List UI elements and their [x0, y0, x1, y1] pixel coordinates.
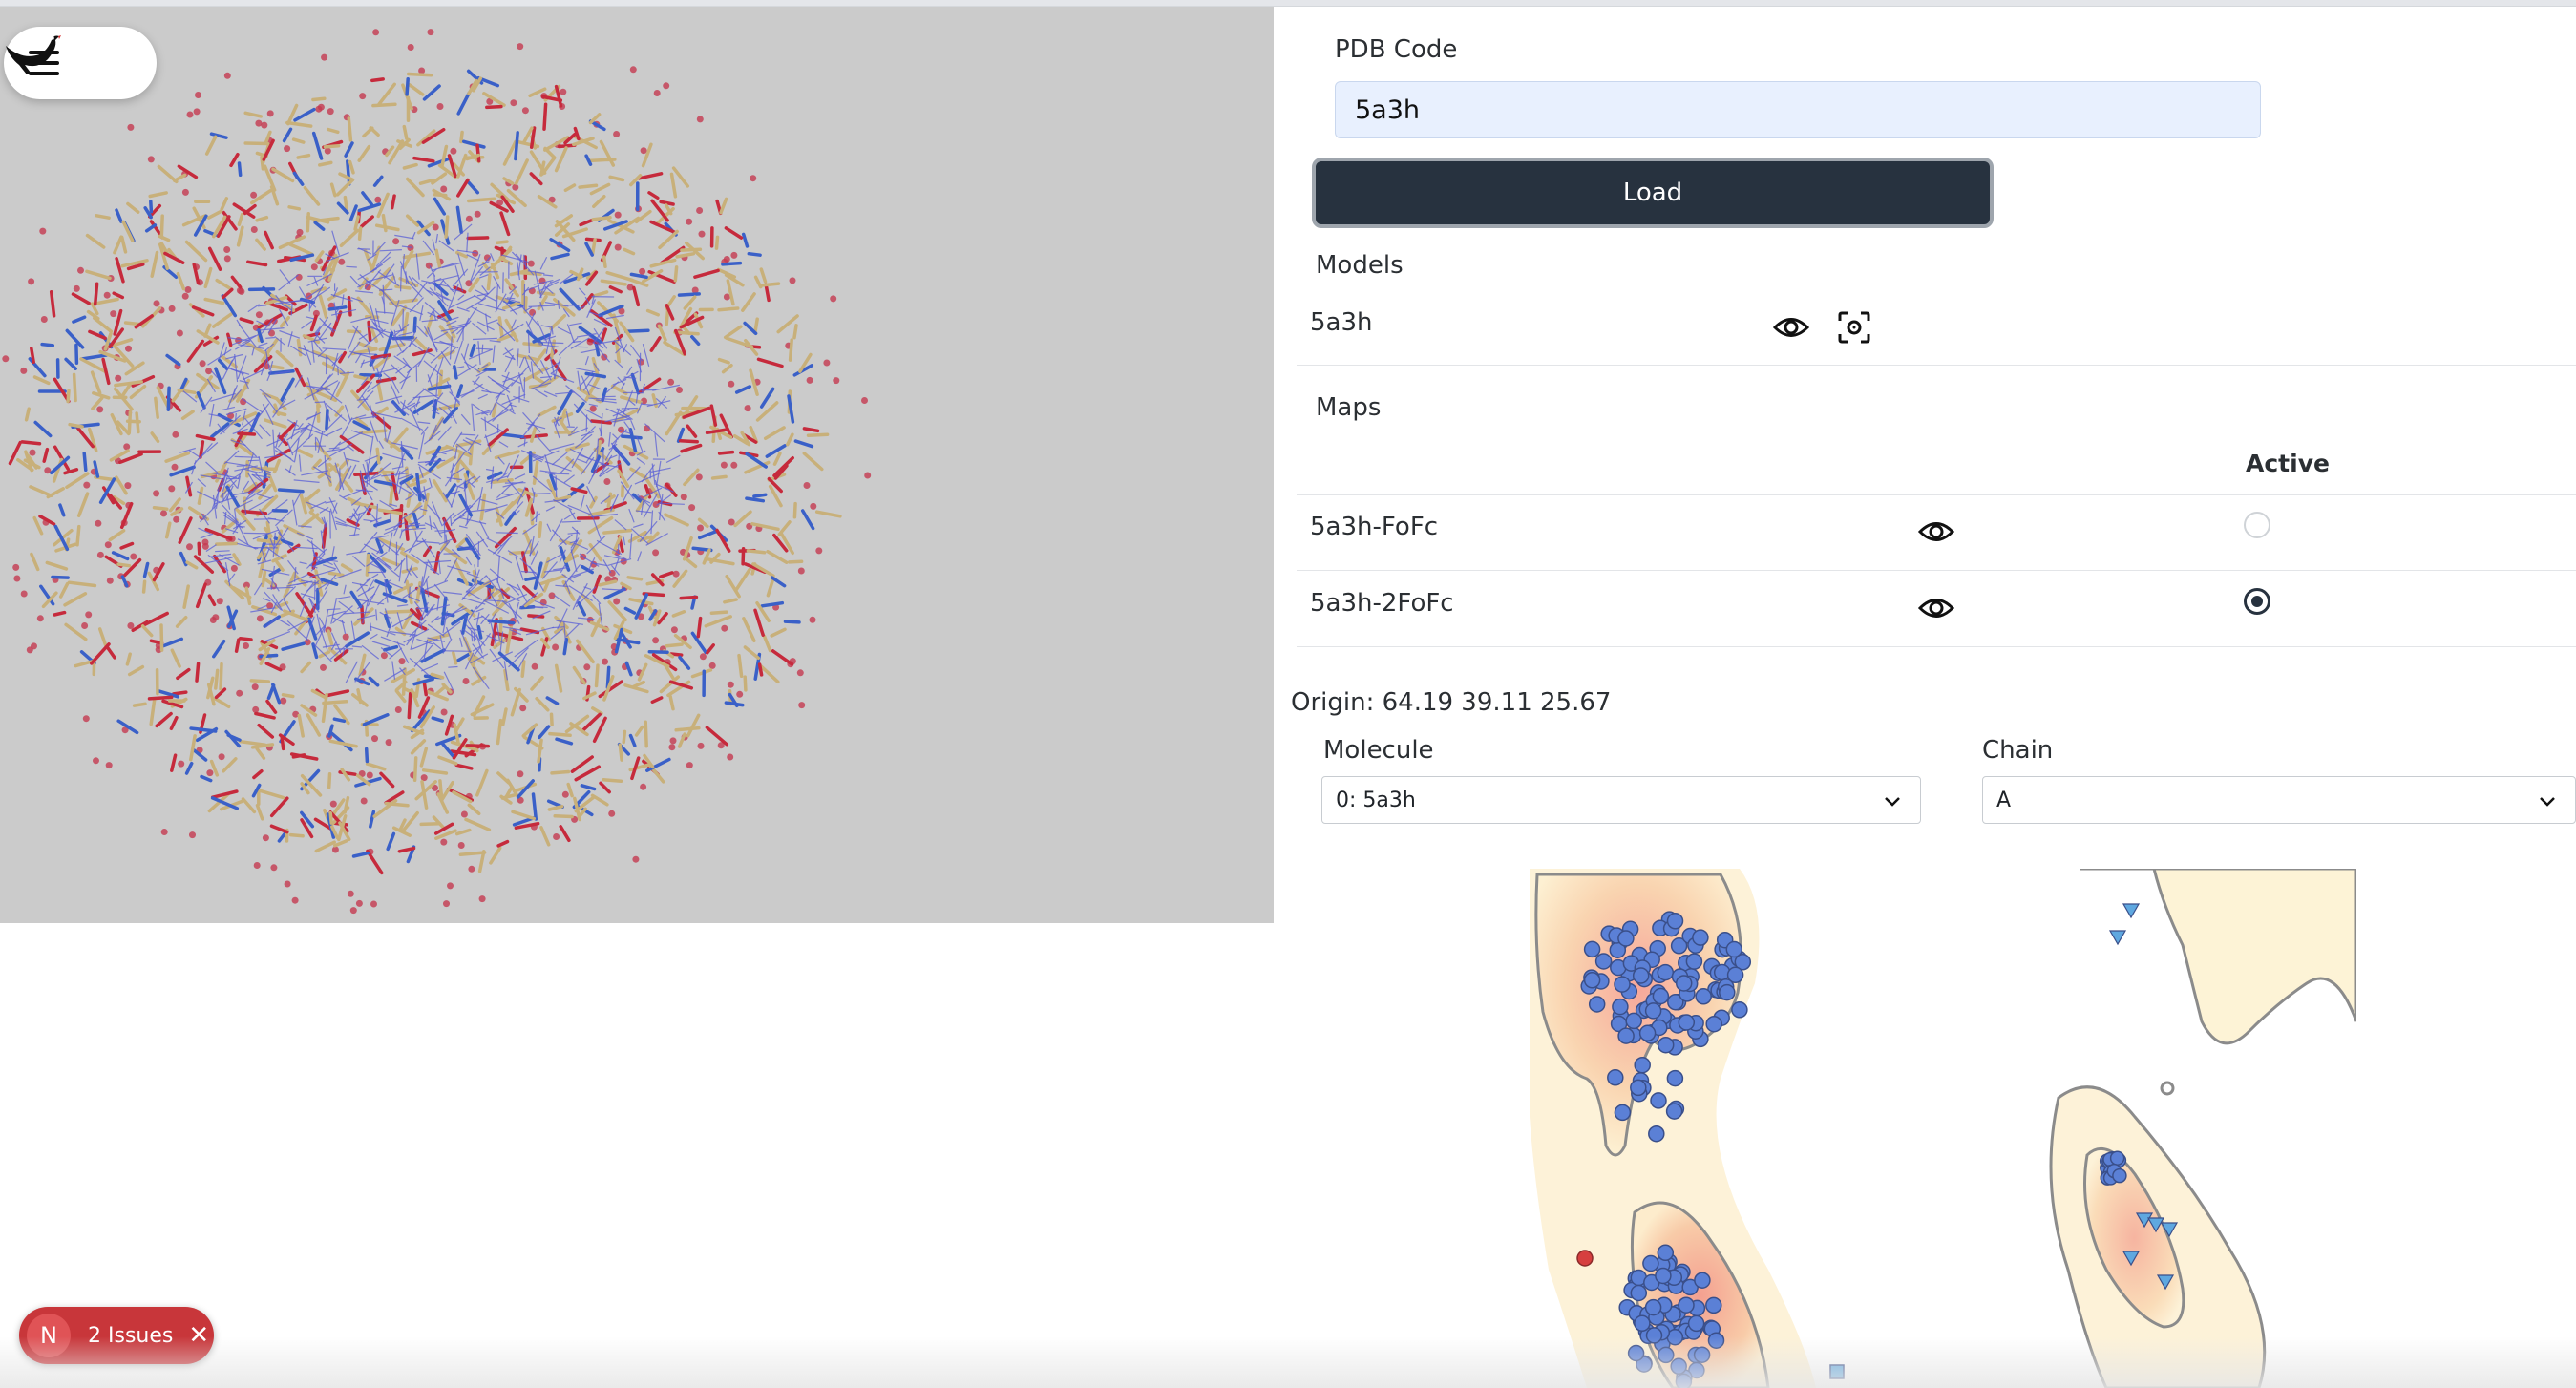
chevron-down-icon	[1885, 797, 1900, 807]
maps-heading: Maps	[1316, 393, 1382, 422]
divider	[1297, 570, 2576, 571]
ramachandran-plot-glycine[interactable]	[2001, 869, 2356, 1388]
divider	[1297, 494, 2576, 495]
divider	[1297, 365, 2576, 366]
app-menu-pill[interactable]	[4, 27, 157, 99]
molecule-select-value: 0: 5a3h	[1336, 788, 1416, 812]
origin-readout: Origin: 64.19 39.11 25.67	[1291, 688, 1612, 717]
load-button[interactable]: Load	[1312, 158, 1994, 228]
chain-label: Chain	[1982, 736, 2054, 765]
model-visibility-toggle[interactable]	[1770, 306, 1812, 348]
model-name: 5a3h	[1310, 308, 1373, 337]
molecule-viewer-canvas[interactable]	[0, 7, 1274, 923]
structure-render	[2, 29, 872, 915]
map-name: 5a3h-FoFc	[1310, 513, 1439, 541]
control-panel: PDB Code Load Models 5a3h Maps Active 5a…	[1274, 7, 2576, 1388]
pdb-code-input[interactable]	[1335, 81, 2261, 138]
close-icon[interactable]: ✕	[188, 1321, 210, 1350]
divider	[1297, 646, 2576, 647]
map-name: 5a3h-2FoFc	[1310, 589, 1454, 618]
model-center-button[interactable]	[1833, 306, 1875, 348]
molecule-label: Molecule	[1323, 736, 1434, 765]
eye-icon	[1773, 318, 1809, 337]
map-active-radio[interactable]	[2244, 512, 2270, 538]
issues-logo: N	[27, 1314, 71, 1357]
active-column-header: Active	[2246, 450, 2330, 477]
ramachandran-plot-general[interactable]	[1530, 869, 1885, 1388]
map-visibility-toggle[interactable]	[1915, 587, 1957, 629]
molecule-select[interactable]: 0: 5a3h	[1321, 776, 1921, 824]
issues-badge[interactable]: N 2 Issues ✕	[19, 1307, 214, 1364]
bird-logo-icon	[6, 35, 61, 74]
eye-icon	[1918, 599, 1954, 618]
eye-icon	[1918, 522, 1954, 541]
pdb-code-label: PDB Code	[1335, 35, 1458, 64]
favored-region	[2083, 1146, 2185, 1329]
map-visibility-toggle[interactable]	[1915, 511, 1957, 553]
allowed-island	[2160, 1081, 2175, 1096]
models-heading: Models	[1316, 251, 1404, 280]
map-active-radio[interactable]	[2244, 588, 2270, 615]
focus-icon	[1838, 311, 1870, 344]
chain-select-value: A	[1996, 788, 2012, 812]
chain-select[interactable]: A	[1982, 776, 2576, 824]
allowed-region	[2080, 869, 2356, 1045]
issues-count[interactable]: 2 Issues	[88, 1323, 174, 1348]
chevron-down-icon	[2540, 797, 2555, 807]
top-border	[0, 0, 2576, 7]
